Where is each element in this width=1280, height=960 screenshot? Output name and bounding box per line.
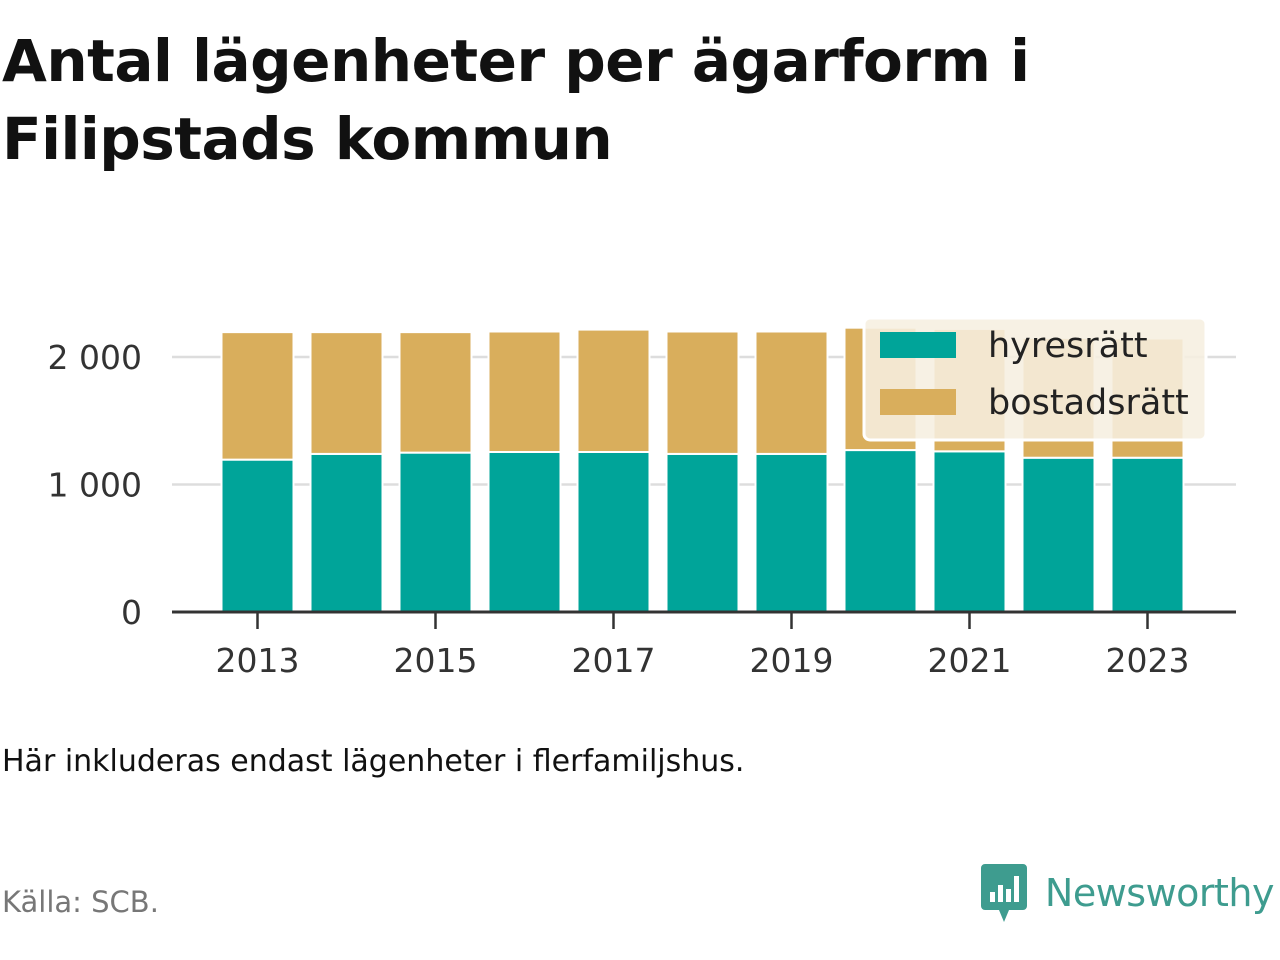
bar-bostadsratt xyxy=(487,330,562,453)
bar-hyresratt xyxy=(754,452,829,613)
stacked-bar-chart: hyresrätt bostadsrätt 0 1 000 2 000 2013 2015… xyxy=(48,316,1236,680)
bar-hyresratt xyxy=(309,452,384,613)
y-tick-label: 0 xyxy=(121,593,142,632)
x-tick-label: 2019 xyxy=(750,641,834,680)
bar-bostadsratt xyxy=(665,330,740,455)
bar-bostadsratt xyxy=(398,331,473,454)
bar-bostadsratt xyxy=(309,331,384,455)
x-tick-label: 2015 xyxy=(394,641,478,680)
x-tick-label: 2023 xyxy=(1106,641,1190,680)
legend-swatch xyxy=(880,332,956,358)
axes: 0 1 000 2 000 2013 2015 2017 2019 2021 2023 xyxy=(48,338,1236,680)
bar-hyresratt xyxy=(576,450,651,613)
x-tick-label: 2017 xyxy=(572,641,656,680)
brand-name: Newsworthy xyxy=(1044,871,1275,915)
chart-note: Här inkluderas endast lägenheter i flerf… xyxy=(2,744,745,779)
bar-bostadsratt xyxy=(754,330,829,455)
bar-hyresratt xyxy=(487,450,562,613)
bar-bostadsratt xyxy=(576,328,651,453)
brand-logo-group: Newsworthy xyxy=(979,862,1275,924)
bar-hyresratt xyxy=(1110,456,1185,613)
bar-hyresratt xyxy=(843,449,918,614)
legend: hyresrätt bostadsrätt xyxy=(862,316,1208,442)
bar-hyresratt xyxy=(398,451,473,613)
source-credit: Källa: SCB. xyxy=(2,885,159,919)
bar-hyresratt xyxy=(932,450,1007,613)
chart-title: Antal lägenheter per ägarform i Filipsta… xyxy=(2,27,1030,173)
bar-hyresratt xyxy=(1021,456,1096,613)
legend-label: bostadsrätt xyxy=(988,383,1189,423)
x-tick-label: 2021 xyxy=(928,641,1012,680)
bar-bostadsratt xyxy=(220,331,295,461)
bar-hyresratt xyxy=(665,452,740,613)
newsworthy-logo-icon xyxy=(980,864,1027,922)
legend-swatch xyxy=(880,389,956,415)
bar-hyresratt xyxy=(220,458,295,614)
y-tick-label: 2 000 xyxy=(48,338,142,377)
x-tick-label: 2013 xyxy=(216,641,300,680)
y-tick-label: 1 000 xyxy=(48,466,142,505)
legend-label: hyresrätt xyxy=(988,326,1148,366)
